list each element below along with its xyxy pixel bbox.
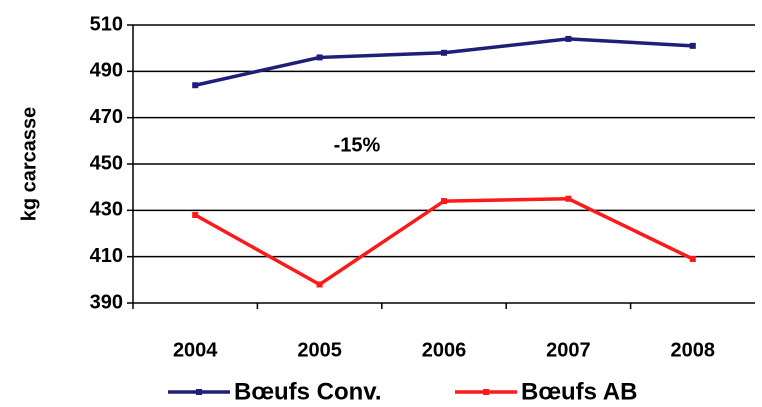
- y-tick-label: 410: [90, 245, 123, 267]
- y-tick-label: 430: [90, 199, 123, 221]
- x-tick-label: 2005: [297, 339, 342, 361]
- line-series: [194, 196, 694, 287]
- x-tick-label: 2004: [173, 339, 218, 361]
- y-tick-label: 390: [90, 291, 123, 313]
- point: [689, 42, 696, 49]
- y-axis-label: kg carcasse: [18, 107, 40, 222]
- legend-label: Bœufs Conv.: [234, 378, 382, 405]
- x-tick-label: 2006: [422, 339, 467, 361]
- legend-label: Bœufs AB: [521, 378, 637, 405]
- point: [441, 49, 447, 56]
- point: [316, 281, 323, 288]
- point: [192, 211, 199, 218]
- point: [192, 82, 199, 89]
- point: [441, 198, 447, 205]
- y-tick-label: 450: [90, 152, 123, 174]
- legend-marker: [196, 389, 202, 395]
- point: [316, 54, 323, 61]
- point: [565, 195, 572, 202]
- y-tick-label: 510: [90, 13, 123, 35]
- x-tick-label: 2008: [671, 339, 716, 361]
- x-tick-label: 2007: [546, 339, 591, 361]
- point: [689, 255, 696, 262]
- point: [565, 35, 572, 42]
- line-series: [194, 37, 693, 87]
- annotation: -15%: [334, 134, 381, 156]
- legend-marker: [483, 389, 489, 395]
- y-tick-label: 490: [90, 60, 123, 82]
- y-tick-label: 470: [90, 106, 123, 128]
